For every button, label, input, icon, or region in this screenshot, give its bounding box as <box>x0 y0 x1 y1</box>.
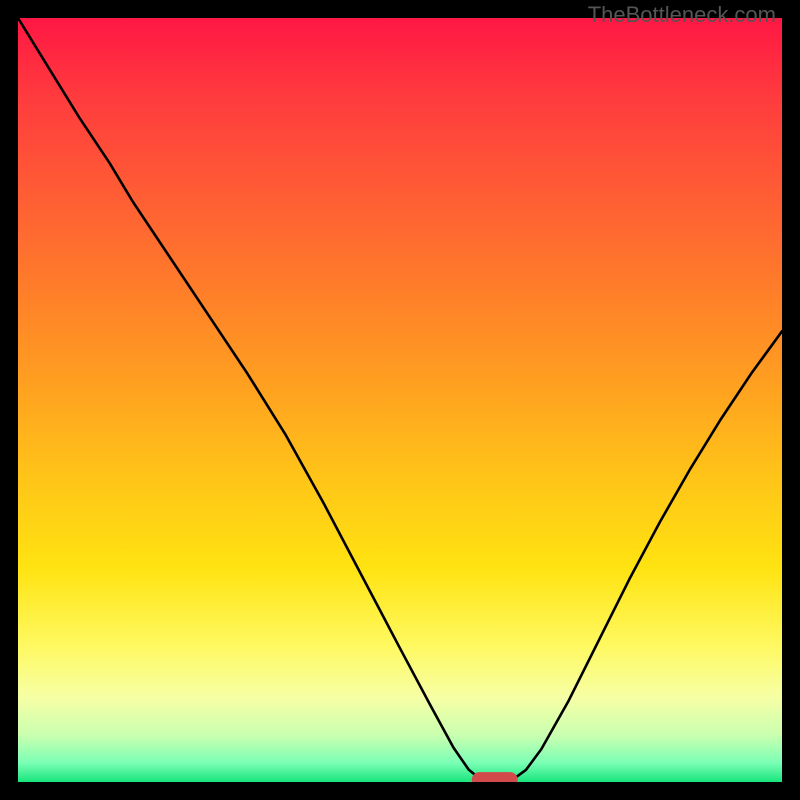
gradient-background <box>18 18 782 782</box>
plot-svg <box>18 18 782 782</box>
optimum-marker <box>472 772 518 782</box>
watermark-text: TheBottleneck.com <box>588 2 776 28</box>
plot-area <box>18 18 782 782</box>
chart-frame: TheBottleneck.com <box>0 0 800 800</box>
